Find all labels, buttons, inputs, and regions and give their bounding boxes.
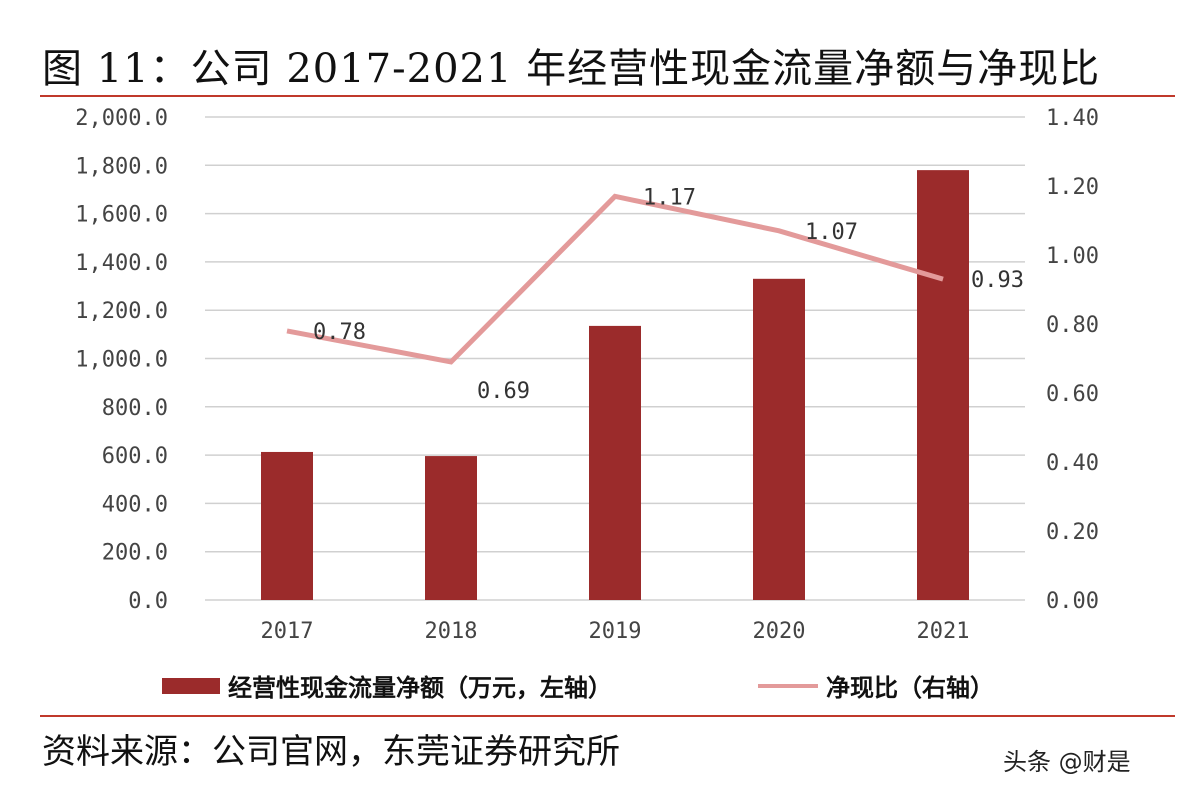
x-tick-label: 2017: [261, 619, 314, 644]
left-tick-label: 600.0: [102, 444, 168, 469]
source-note: 资料来源：公司官网，东莞证券研究所: [42, 732, 620, 772]
left-tick-label: 200.0: [102, 541, 168, 566]
left-tick-label: 400.0: [102, 492, 168, 517]
data-label: 1.07: [805, 220, 858, 245]
left-tick-label: 1,600.0: [75, 203, 168, 228]
left-tick-label: 1,200.0: [75, 299, 168, 324]
x-tick-label: 2018: [425, 619, 478, 644]
right-tick-label: 1.40: [1046, 106, 1099, 131]
legend-swatch-bar: [162, 677, 220, 694]
legend-label-bar: 经营性现金流量净额（万元，左轴）: [228, 673, 612, 702]
data-label: 0.93: [971, 268, 1024, 293]
data-label: 1.17: [643, 185, 696, 210]
left-tick-label: 1,800.0: [75, 154, 168, 179]
left-tick-label: 1,000.0: [75, 348, 168, 373]
bar: [425, 456, 477, 600]
x-tick-label: 2020: [753, 619, 806, 644]
footer-divider: [40, 715, 1175, 717]
bar: [261, 451, 313, 600]
data-label: 0.78: [313, 320, 366, 345]
left-tick-label: 1,400.0: [75, 251, 168, 276]
legend-item-bar: 经营性现金流量净额（万元，左轴）: [162, 668, 612, 703]
right-tick-label: 1.20: [1046, 175, 1099, 200]
title-divider: [40, 95, 1175, 97]
legend-item-line: 净现比（右轴）: [758, 668, 994, 703]
right-tick-label: 1.00: [1046, 244, 1099, 269]
x-tick-label: 2019: [589, 619, 642, 644]
right-tick-label: 0.20: [1046, 520, 1099, 545]
chart: 0.0 200.0 400.0 600.0 800.0 1,000.0 1,200.0 1,4…: [75, 106, 1099, 644]
right-tick-label: 0.80: [1046, 313, 1099, 338]
bar: [917, 170, 969, 600]
left-tick-label: 2,000.0: [75, 106, 168, 131]
legend-swatch-line: [758, 683, 818, 688]
watermark: 头条 @财是: [1003, 748, 1131, 776]
bar: [753, 278, 805, 600]
left-tick-label: 0.0: [128, 589, 168, 614]
left-tick-label: 800.0: [102, 396, 168, 421]
bar: [589, 325, 641, 600]
data-label: 0.69: [477, 379, 530, 404]
right-tick-label: 0.00: [1046, 589, 1099, 614]
figure-title: 图 11：公司 2017-2021 年经营性现金流量净额与净现比: [42, 46, 1101, 92]
right-tick-label: 0.60: [1046, 382, 1099, 407]
legend-label-line: 净现比（右轴）: [826, 673, 994, 702]
right-tick-label: 0.40: [1046, 451, 1099, 476]
x-tick-label: 2021: [917, 619, 970, 644]
